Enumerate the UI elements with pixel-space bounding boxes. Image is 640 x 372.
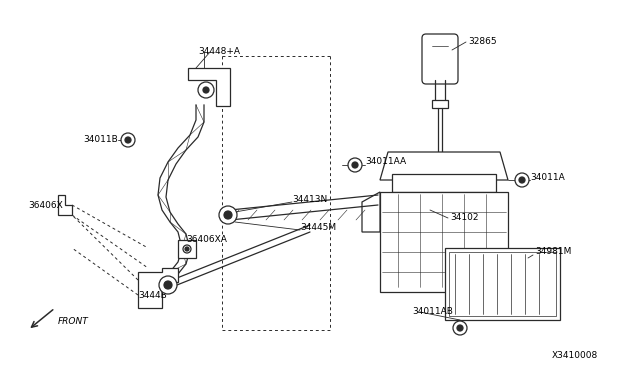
Circle shape xyxy=(219,206,237,224)
Bar xyxy=(445,248,560,320)
Text: 34981M: 34981M xyxy=(535,247,572,257)
Polygon shape xyxy=(362,192,380,232)
Text: 34413N: 34413N xyxy=(292,196,327,205)
Circle shape xyxy=(185,247,189,251)
Polygon shape xyxy=(178,240,196,258)
Bar xyxy=(380,192,508,292)
Circle shape xyxy=(519,177,525,183)
Polygon shape xyxy=(380,152,508,180)
Text: 34102: 34102 xyxy=(450,214,479,222)
Polygon shape xyxy=(138,268,178,308)
Circle shape xyxy=(183,245,191,253)
Text: 34011B: 34011B xyxy=(83,135,118,144)
Circle shape xyxy=(224,211,232,219)
Circle shape xyxy=(164,281,172,289)
Circle shape xyxy=(203,87,209,93)
Text: 34011AB: 34011AB xyxy=(412,308,453,317)
Polygon shape xyxy=(188,68,230,106)
Text: 34448+A: 34448+A xyxy=(198,48,240,57)
Circle shape xyxy=(352,162,358,168)
Circle shape xyxy=(515,173,529,187)
Polygon shape xyxy=(58,195,72,215)
Text: X3410008: X3410008 xyxy=(552,350,598,359)
Text: 36406X: 36406X xyxy=(28,201,63,209)
Text: FRONT: FRONT xyxy=(58,317,89,327)
Text: 32865: 32865 xyxy=(468,38,497,46)
Text: 36406XA: 36406XA xyxy=(186,235,227,244)
Text: 34011A: 34011A xyxy=(530,173,564,183)
Circle shape xyxy=(125,137,131,143)
Text: 34011AA: 34011AA xyxy=(365,157,406,167)
Circle shape xyxy=(198,82,214,98)
Bar xyxy=(392,174,496,192)
FancyBboxPatch shape xyxy=(422,34,458,84)
Bar xyxy=(449,252,556,316)
Circle shape xyxy=(453,321,467,335)
Circle shape xyxy=(121,133,135,147)
Circle shape xyxy=(348,158,362,172)
Circle shape xyxy=(457,325,463,331)
Circle shape xyxy=(159,276,177,294)
Polygon shape xyxy=(432,100,448,108)
Text: 34445M: 34445M xyxy=(300,224,336,232)
Text: 3444B: 3444B xyxy=(138,291,167,299)
